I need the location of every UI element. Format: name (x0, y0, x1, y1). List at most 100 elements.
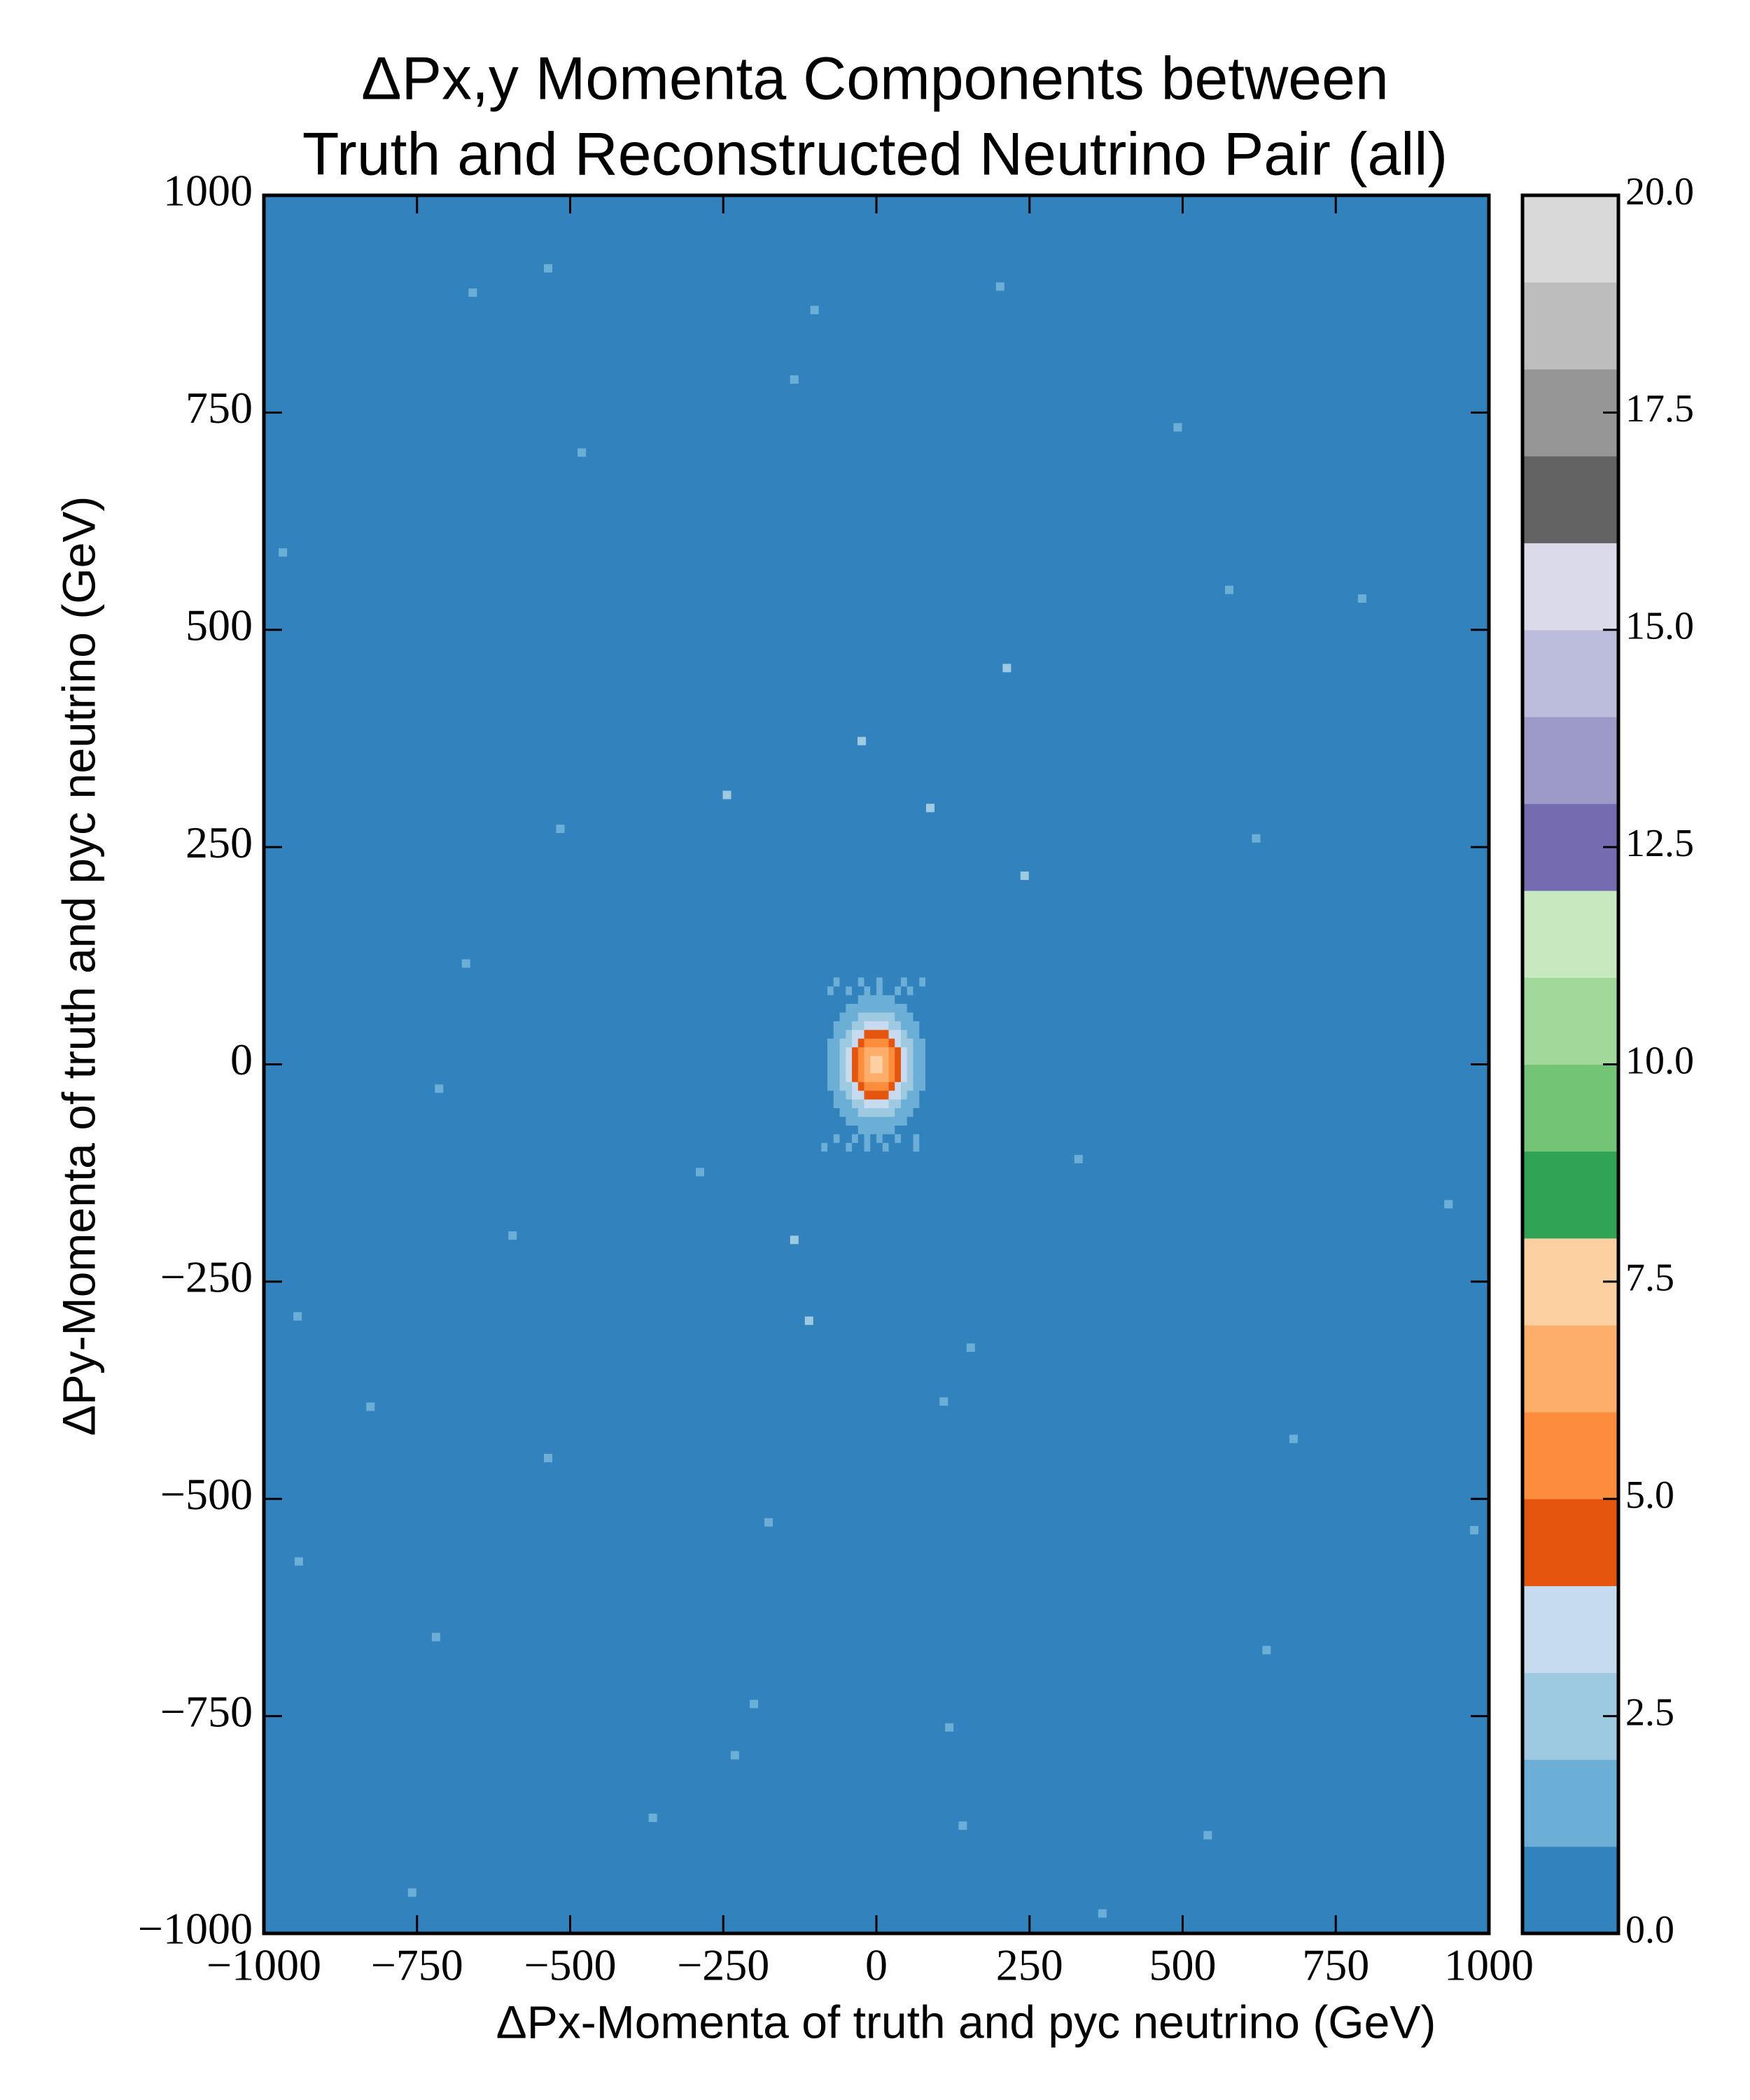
heatmap-cell (901, 977, 908, 987)
heatmap-cell (919, 977, 926, 987)
heatmap-cell (827, 1056, 834, 1065)
heatmap-cell (821, 1046, 828, 1056)
heatmap-cell (888, 1116, 895, 1126)
colorbar-band (1522, 1324, 1618, 1413)
heatmap-cell (901, 1116, 908, 1126)
heatmap-cell (870, 1064, 877, 1074)
heatmap-cell (846, 1116, 853, 1126)
heatmap-cell (895, 1099, 902, 1109)
heatmap-cell (839, 995, 846, 1004)
heatmap-cell (919, 1046, 926, 1056)
heatmap-cell (870, 1029, 877, 1039)
chart-title: ΔPx,y Momenta Components between (361, 46, 1389, 113)
heatmap-cell (821, 977, 828, 987)
heatmap-cell (931, 1056, 938, 1065)
heatmap-cell (906, 995, 913, 1004)
colorbar-band (1522, 542, 1618, 631)
heatmap-cell (815, 1099, 822, 1109)
heatmap-cell (815, 1072, 822, 1082)
heatmap-cell (876, 1029, 883, 1039)
heatmap-cell (858, 1082, 864, 1091)
heatmap-cell (882, 1072, 889, 1082)
heatmap-cell (919, 1142, 926, 1152)
heatmap-cell (925, 1046, 932, 1056)
heatmap-cell (913, 1021, 920, 1030)
heatmap-cell (888, 1142, 895, 1152)
heatmap-cell (901, 995, 908, 1004)
heatmap-cell (888, 1107, 895, 1117)
heatmap-cell (870, 1003, 877, 1013)
sparse-cell (1173, 423, 1182, 432)
heatmap-cell (833, 995, 840, 1004)
heatmap-cell (846, 1082, 853, 1091)
heatmap-cell (833, 986, 840, 995)
heatmap-cell (882, 1003, 889, 1013)
heatmap-cell (895, 1142, 902, 1152)
y-tick-label: −250 (160, 1252, 253, 1302)
heatmap-cell (870, 1046, 877, 1056)
colorbar-band (1522, 890, 1618, 978)
heatmap-cell (852, 1125, 859, 1135)
heatmap-cell (821, 1072, 828, 1082)
heatmap-cell (925, 986, 932, 995)
heatmap-cell (833, 1133, 840, 1143)
heatmap-cell (876, 1082, 883, 1091)
heatmap-cell (901, 1142, 908, 1152)
sparse-cell (939, 1397, 948, 1406)
colorbar-tick-label: 20.0 (1625, 170, 1694, 214)
heatmap-cell (882, 1064, 889, 1074)
sparse-cell (435, 1084, 444, 1093)
heatmap-cell (864, 1125, 871, 1135)
colorbar-band (1522, 1586, 1618, 1674)
colorbar-tick-label: 7.5 (1625, 1256, 1674, 1300)
heatmap-cell (858, 1107, 864, 1117)
heatmap-cell (864, 986, 871, 995)
heatmap-cell (846, 1133, 853, 1143)
heatmap-cell (895, 1029, 902, 1039)
heatmap-cell (839, 1116, 846, 1126)
heatmap-cell (925, 1125, 932, 1135)
heatmap-cell (821, 1003, 828, 1013)
heatmap-cell (931, 1082, 938, 1091)
heatmap-cell (833, 1116, 840, 1126)
heatmap-cell (833, 1003, 840, 1013)
heatmap-cell (815, 1082, 822, 1091)
sparse-cell (1357, 594, 1366, 603)
heatmap-cell (901, 1133, 908, 1143)
heatmap-cell (858, 986, 864, 995)
heatmap-cell (852, 977, 859, 987)
heatmap-cell (901, 1003, 908, 1013)
heatmap-cell (815, 1107, 822, 1117)
heatmap-cell (901, 1046, 908, 1056)
heatmap-cell (906, 1046, 913, 1056)
heatmap-cell (895, 1116, 902, 1126)
heatmap-cell (870, 1038, 877, 1048)
sparse-cell (1444, 1200, 1453, 1209)
x-tick-label: −750 (371, 1940, 463, 1990)
sparse-cell (790, 1236, 799, 1245)
heatmap-cell (888, 1046, 895, 1056)
heatmap-cell (895, 1107, 902, 1117)
heatmap-cell (895, 995, 902, 1004)
heatmap-cell (913, 1029, 920, 1039)
heatmap-cell (852, 1072, 859, 1082)
heatmap-cell (925, 1012, 932, 1021)
heatmap-cell (876, 1012, 883, 1021)
sparse-cell (810, 305, 819, 314)
heatmap-cell (827, 1012, 834, 1021)
heatmap-cell (833, 1072, 840, 1082)
heatmap-cell (821, 1064, 828, 1074)
heatmap-cell (852, 1021, 859, 1030)
heatmap-cell (876, 1046, 883, 1056)
heatmap-cell (846, 1107, 853, 1117)
heatmap-cell (815, 986, 822, 995)
colorbar-band (1522, 1846, 1618, 1934)
heatmap-cell (925, 977, 932, 987)
heatmap-cell (895, 1003, 902, 1013)
heatmap-cell (906, 1029, 913, 1039)
heatmap-cell (925, 1038, 932, 1048)
heatmap-cell (815, 1125, 822, 1135)
heatmap-cell (870, 995, 877, 1004)
heatmap-cell (895, 1056, 902, 1065)
heatmap-cell (839, 1142, 846, 1152)
